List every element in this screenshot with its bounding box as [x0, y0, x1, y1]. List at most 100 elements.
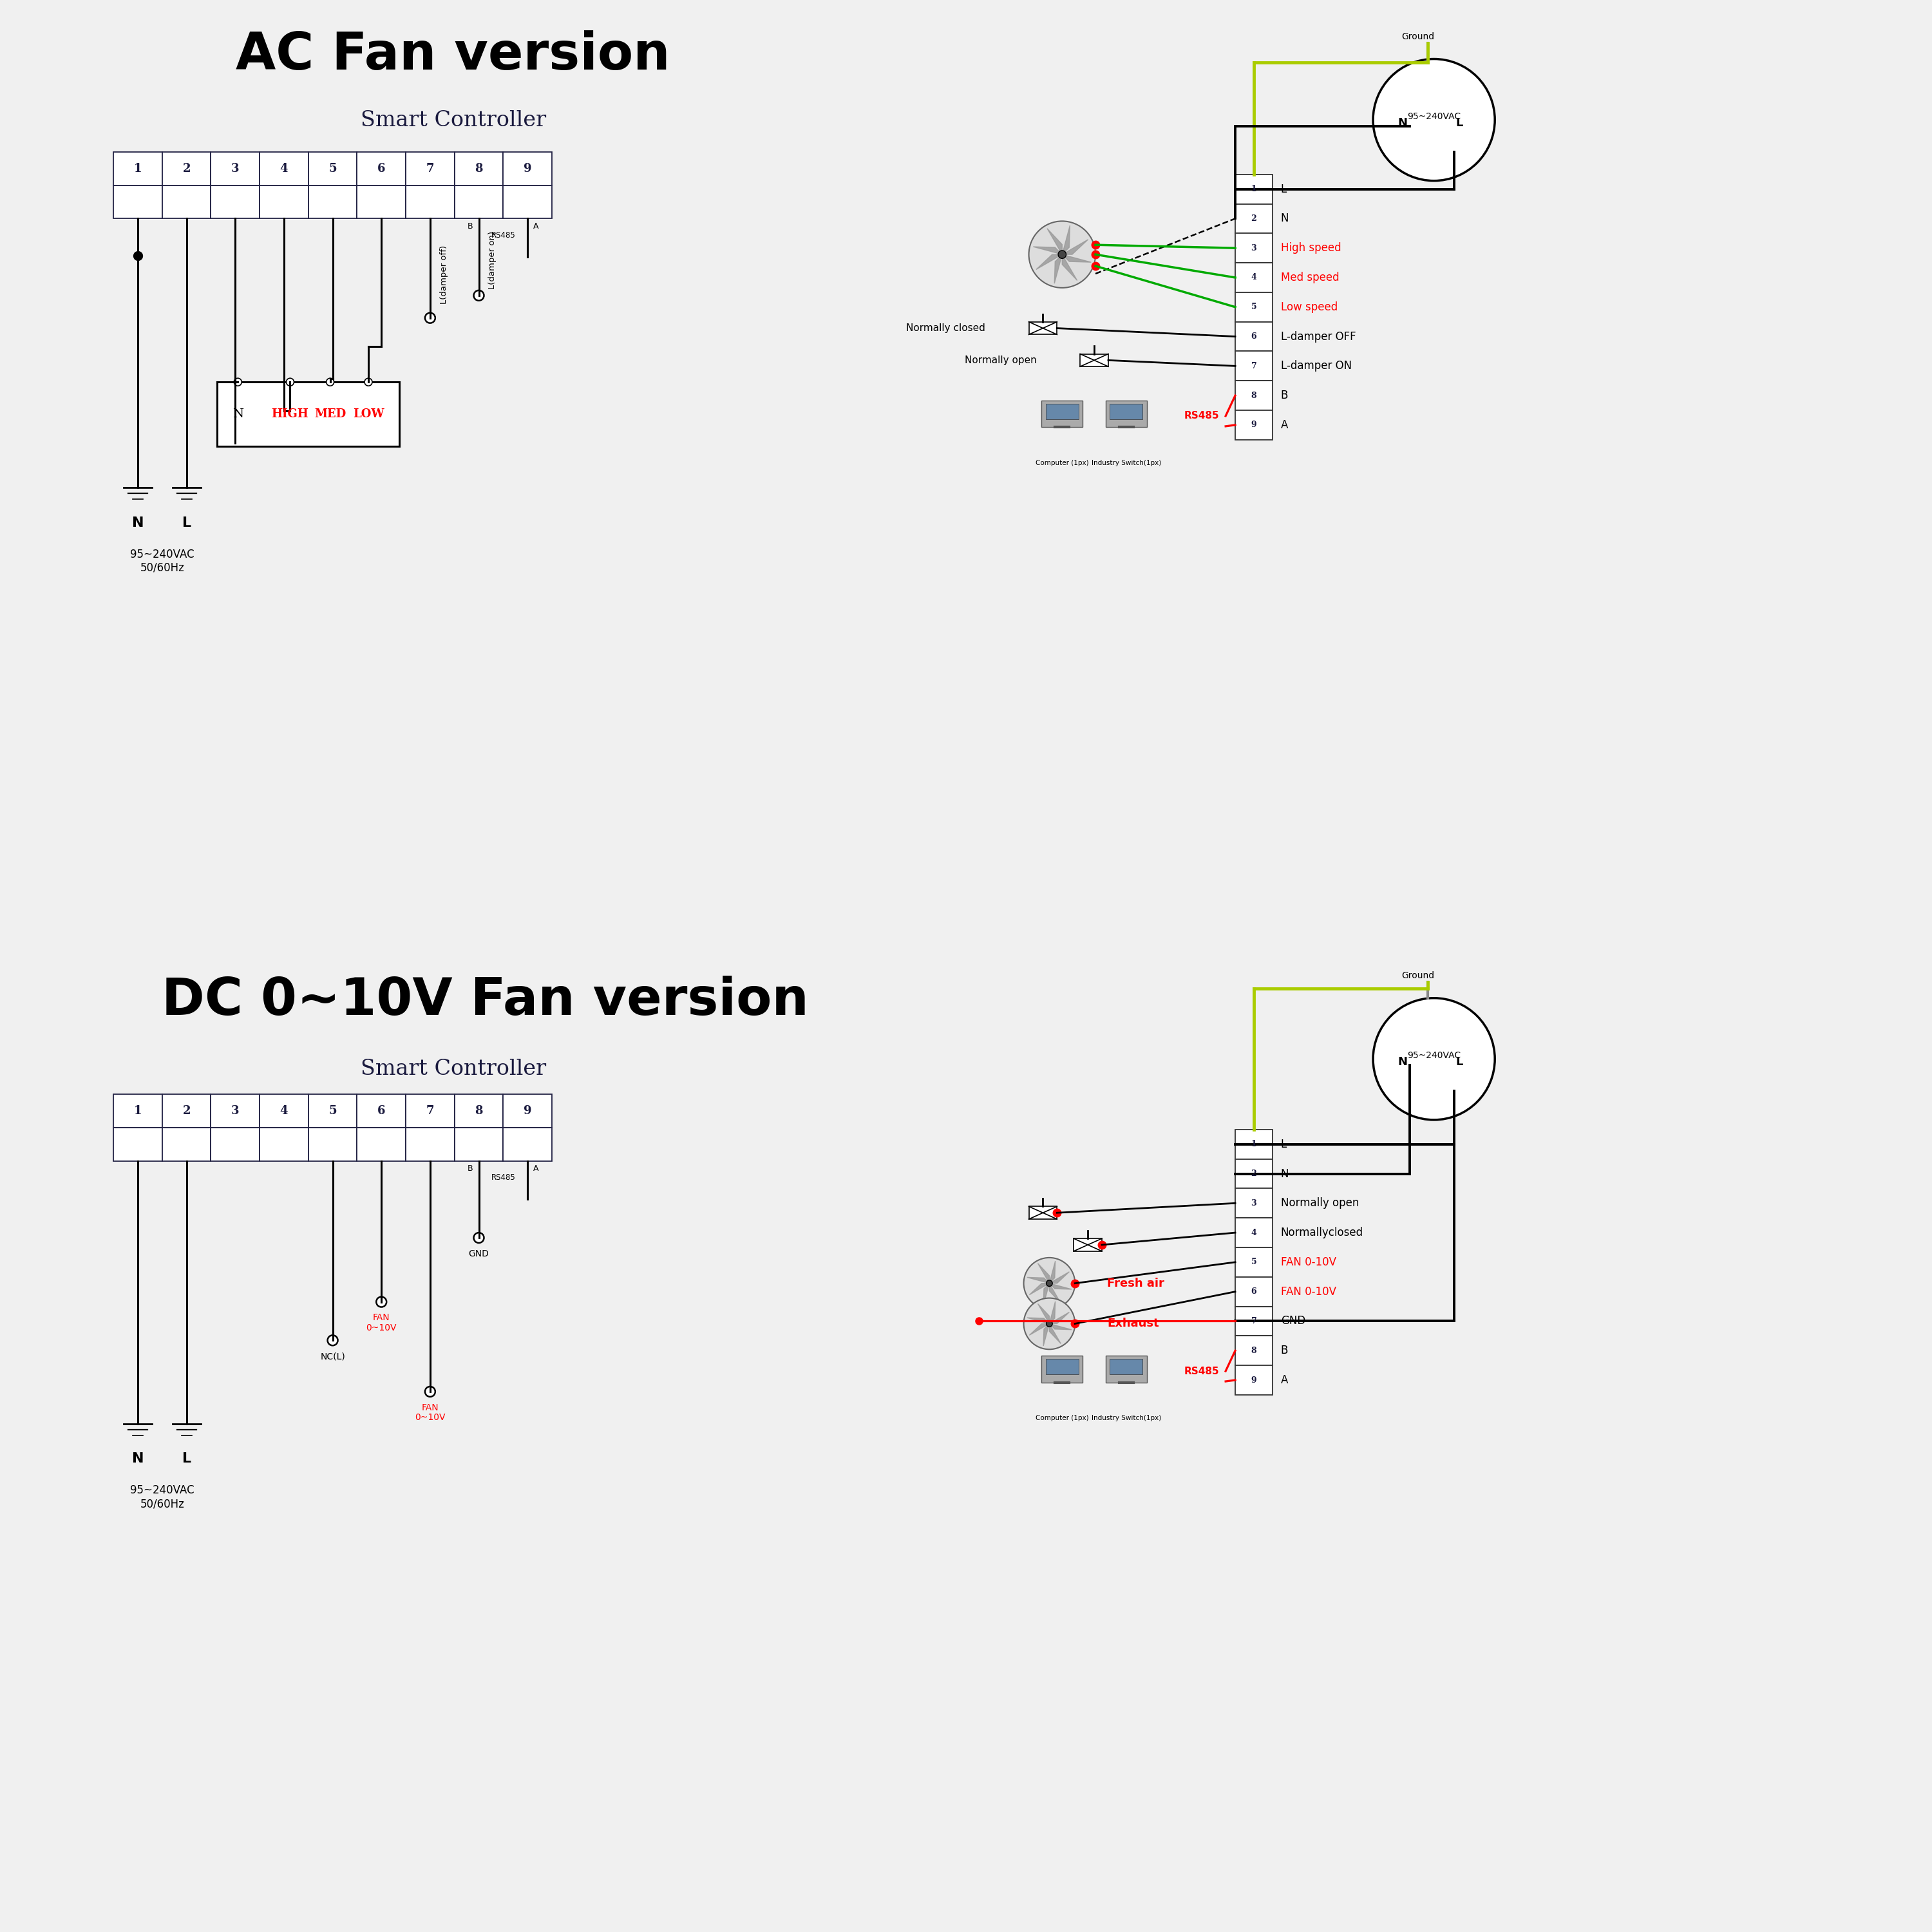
Bar — [1030, 323, 1057, 334]
Text: RS485: RS485 — [1184, 412, 1219, 421]
Text: FAN
0~10V: FAN 0~10V — [365, 1314, 396, 1333]
Bar — [1235, 1335, 1273, 1366]
Polygon shape — [1043, 1323, 1049, 1347]
Text: 2: 2 — [1252, 1169, 1256, 1179]
Circle shape — [1047, 1321, 1053, 1327]
Text: 4: 4 — [1252, 272, 1256, 282]
Text: N: N — [1281, 1167, 1289, 1179]
Polygon shape — [1028, 1277, 1049, 1283]
Bar — [114, 1094, 162, 1128]
Text: 7: 7 — [427, 162, 435, 174]
Circle shape — [1024, 1258, 1074, 1310]
Bar — [1235, 292, 1273, 323]
Circle shape — [473, 1233, 483, 1242]
Bar — [357, 185, 406, 218]
Bar — [309, 185, 357, 218]
Bar — [1105, 1356, 1148, 1383]
Text: A: A — [1281, 419, 1289, 431]
Polygon shape — [1063, 226, 1070, 255]
Bar — [406, 185, 454, 218]
Text: L(damper off): L(damper off) — [440, 245, 448, 303]
Text: 7: 7 — [427, 1105, 435, 1117]
Bar — [216, 383, 400, 446]
Text: 2: 2 — [182, 1105, 191, 1117]
Text: AC Fan version: AC Fan version — [236, 31, 670, 81]
Text: L: L — [1457, 118, 1463, 129]
Bar — [454, 185, 502, 218]
Bar — [162, 1094, 211, 1128]
Bar — [454, 1094, 502, 1128]
Text: N: N — [1397, 1057, 1406, 1068]
Text: 1: 1 — [1252, 185, 1256, 193]
Text: Exhaust: Exhaust — [1107, 1318, 1159, 1329]
Text: 1: 1 — [133, 162, 141, 174]
Bar — [1235, 323, 1273, 352]
Bar — [1235, 1277, 1273, 1306]
Text: 2: 2 — [1252, 214, 1256, 222]
Text: 3: 3 — [232, 162, 240, 174]
Bar — [114, 185, 162, 218]
Text: 5: 5 — [328, 162, 336, 174]
Text: RS485: RS485 — [491, 1173, 516, 1182]
Polygon shape — [1063, 240, 1088, 255]
Circle shape — [425, 313, 435, 323]
Text: 95~240VAC: 95~240VAC — [1406, 112, 1461, 122]
Bar — [211, 153, 259, 185]
Text: 8: 8 — [475, 1105, 483, 1117]
Bar — [1235, 1159, 1273, 1188]
Text: B: B — [468, 222, 473, 230]
Text: B: B — [1281, 1345, 1289, 1356]
Text: L: L — [1457, 1057, 1463, 1068]
Text: 95~240VAC
50/60Hz: 95~240VAC 50/60Hz — [129, 549, 195, 574]
Text: RS485: RS485 — [1184, 1366, 1219, 1376]
Bar — [1074, 1238, 1101, 1252]
Text: 7: 7 — [1252, 361, 1256, 371]
Bar — [454, 153, 502, 185]
Bar — [1235, 263, 1273, 292]
Text: 7: 7 — [1252, 1318, 1256, 1325]
Circle shape — [1059, 251, 1066, 259]
Bar — [259, 1094, 309, 1128]
Polygon shape — [1049, 1262, 1055, 1283]
Bar — [1045, 404, 1078, 419]
Bar — [1235, 1366, 1273, 1395]
Text: Ground: Ground — [1401, 33, 1434, 41]
Text: MED: MED — [315, 408, 346, 419]
Circle shape — [365, 379, 373, 386]
Bar — [309, 153, 357, 185]
Bar — [357, 1128, 406, 1161]
Bar — [1235, 174, 1273, 205]
Bar — [1235, 352, 1273, 381]
Bar — [211, 1128, 259, 1161]
Text: LOW: LOW — [354, 408, 384, 419]
Text: Industry Switch(1px): Industry Switch(1px) — [1092, 460, 1161, 466]
Text: High speed: High speed — [1281, 242, 1341, 253]
Circle shape — [286, 379, 294, 386]
Text: 5: 5 — [328, 1105, 336, 1117]
Text: B: B — [1281, 390, 1289, 402]
Bar — [114, 1128, 162, 1161]
Text: 95~240VAC: 95~240VAC — [1406, 1051, 1461, 1061]
Bar — [406, 1128, 454, 1161]
Bar — [162, 185, 211, 218]
Polygon shape — [1055, 255, 1063, 284]
Circle shape — [377, 1296, 386, 1308]
Polygon shape — [1037, 1304, 1049, 1323]
Bar — [1109, 404, 1142, 419]
Text: N: N — [1281, 213, 1289, 224]
Bar — [309, 1094, 357, 1128]
Text: GND: GND — [1281, 1316, 1306, 1327]
Bar — [1235, 381, 1273, 410]
Bar — [1235, 1248, 1273, 1277]
Text: 3: 3 — [1252, 1200, 1256, 1208]
Text: Med speed: Med speed — [1281, 272, 1339, 284]
Bar — [1041, 400, 1082, 427]
Bar — [406, 1094, 454, 1128]
Polygon shape — [1049, 1323, 1061, 1343]
Text: B: B — [468, 1165, 473, 1173]
Text: 3: 3 — [232, 1105, 240, 1117]
Polygon shape — [1030, 1283, 1049, 1294]
Text: L: L — [182, 1453, 191, 1464]
Bar — [211, 185, 259, 218]
Polygon shape — [1043, 1283, 1049, 1306]
